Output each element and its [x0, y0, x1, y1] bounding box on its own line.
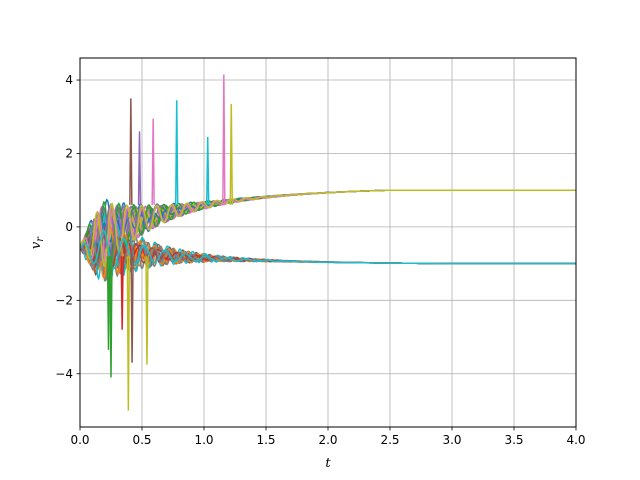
- x-tick-label: 1.5: [256, 433, 275, 447]
- x-tick-label: 0.0: [70, 433, 89, 447]
- spike-line: [109, 256, 113, 378]
- spike-line: [229, 103, 234, 205]
- y-tick-label: 0: [65, 220, 73, 234]
- x-tick-label: 0.5: [132, 433, 151, 447]
- spike-line: [129, 98, 133, 205]
- y-axis-label-subscript: r: [35, 236, 46, 242]
- spike-line: [120, 256, 124, 330]
- spike-line: [106, 256, 111, 350]
- y-tick-label: 4: [65, 73, 73, 87]
- spike-line: [174, 100, 179, 205]
- spike-line: [145, 256, 149, 365]
- series-line: [80, 189, 576, 268]
- x-tick-label: 1.0: [194, 433, 213, 447]
- x-tick-label: 4.0: [566, 433, 585, 447]
- spike-line: [126, 256, 131, 411]
- spike-line: [137, 131, 142, 205]
- x-tick-label: 3.5: [504, 433, 523, 447]
- x-tick-label: 2.5: [380, 433, 399, 447]
- x-axis-label: t: [325, 456, 331, 471]
- y-tick-label: −4: [55, 367, 73, 381]
- y-axis-label: vr: [29, 236, 46, 249]
- spike-line: [151, 118, 155, 205]
- spike-line: [205, 136, 210, 205]
- y-axis-label-main: v: [29, 241, 44, 249]
- y-tick-label: 2: [65, 146, 73, 160]
- y-tick-label: −2: [55, 293, 73, 307]
- x-tick-label: 3.0: [442, 433, 461, 447]
- spike-line: [222, 74, 226, 205]
- series-lines: [80, 74, 576, 411]
- axis-ticks: 0.0 0.5 1.0 1.5 2.0 2.5 3.0 3.5 4.0 −4 −2 0 2 4: [55, 73, 585, 447]
- spike-line: [130, 256, 134, 363]
- x-tick-label: 2.0: [318, 433, 337, 447]
- series-line: [80, 229, 576, 270]
